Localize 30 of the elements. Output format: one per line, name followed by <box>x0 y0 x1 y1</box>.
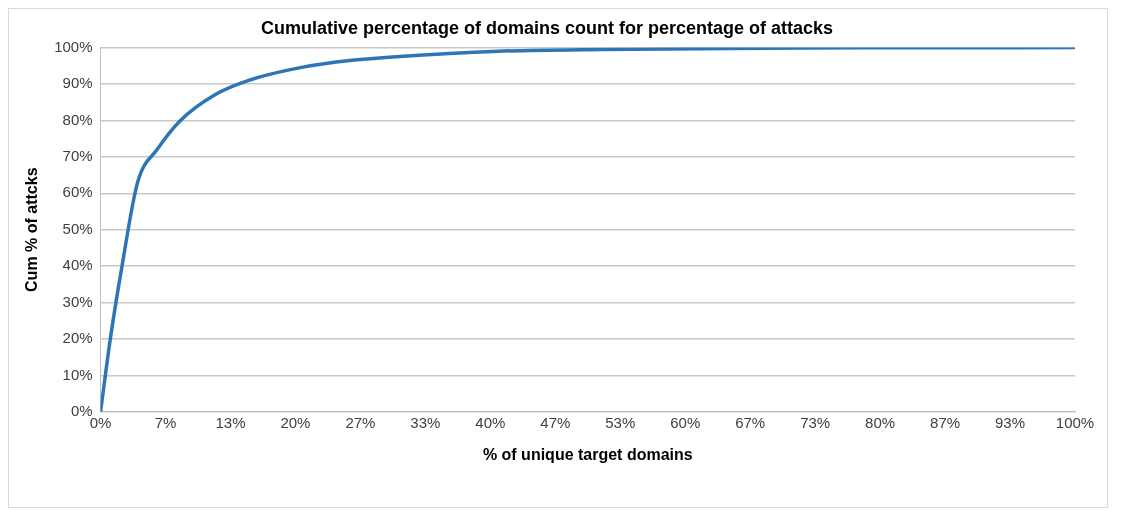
chart-title: Cumulative percentage of domains count for percentage of attacks <box>260 17 834 38</box>
x-tick-label: 47% <box>540 413 571 431</box>
y-tick-label: 20% <box>62 329 93 347</box>
y-tick-label: 30% <box>62 292 93 310</box>
y-axis-title: Cum % of attcks <box>23 167 41 292</box>
x-tick-label: 93% <box>995 413 1026 431</box>
x-tick-label: 73% <box>800 413 831 431</box>
y-tick-label: 80% <box>62 110 93 128</box>
y-tick-label: 70% <box>62 147 93 164</box>
x-tick-label: 67% <box>735 413 766 431</box>
x-tick-label: 20% <box>280 413 311 431</box>
x-tick-label: 60% <box>670 413 701 431</box>
x-tick-label: 87% <box>930 413 961 431</box>
x-tick-label: 7% <box>154 413 177 431</box>
x-tick-label: 80% <box>865 413 896 431</box>
y-tick-label: 100% <box>54 37 93 55</box>
x-tick-label: 13% <box>215 413 246 431</box>
y-tick-label: 60% <box>62 183 93 201</box>
y-tick-label: 40% <box>62 256 93 274</box>
x-tick-label: 33% <box>410 413 441 431</box>
x-axis-title: % of unique target domains <box>482 445 693 463</box>
x-tick-label: 27% <box>345 413 376 431</box>
y-tick-label: 50% <box>62 219 93 237</box>
x-tick-label: 100% <box>1055 413 1095 431</box>
y-tick-label: 10% <box>62 365 93 383</box>
x-tick-label: 53% <box>605 413 636 431</box>
line-series <box>100 47 1075 412</box>
x-tick-label: 40% <box>475 413 506 431</box>
y-tick-label: 0% <box>70 401 93 419</box>
y-tick-label: 90% <box>62 74 93 92</box>
